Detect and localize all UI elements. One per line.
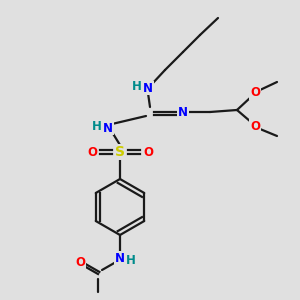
Text: O: O	[75, 256, 85, 268]
Text: O: O	[250, 119, 260, 133]
Text: H: H	[126, 254, 136, 266]
Text: N: N	[178, 106, 188, 118]
Text: O: O	[250, 86, 260, 100]
Text: N: N	[115, 251, 125, 265]
Text: H: H	[92, 119, 102, 133]
Text: S: S	[115, 145, 125, 159]
Text: O: O	[143, 146, 153, 158]
Text: N: N	[103, 122, 113, 134]
Text: O: O	[87, 146, 97, 158]
Text: N: N	[143, 82, 153, 94]
Text: H: H	[132, 80, 142, 92]
